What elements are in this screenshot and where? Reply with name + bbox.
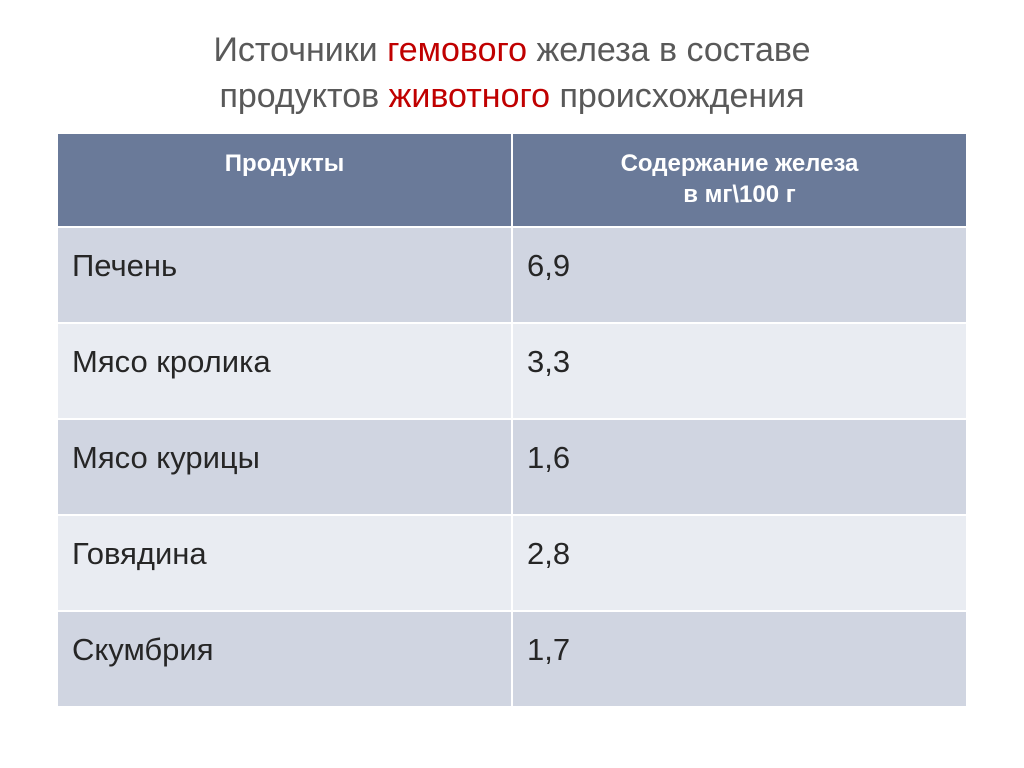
cell-iron: 1,7 [512,611,967,707]
table-row: Говядина2,8 [57,515,967,611]
table-row: Скумбрия1,7 [57,611,967,707]
table-header-row: Продукты Содержание железав мг\100 г [57,133,967,227]
cell-product: Печень [57,227,512,323]
title-fragment: животного [389,77,550,115]
title-fragment: Источники [213,31,387,69]
title-fragment: происхождения [550,77,805,115]
table-body: Печень6,9Мясо кролика3,3Мясо курицы1,6Го… [57,227,967,707]
col-header-product: Продукты [57,133,512,227]
table-row: Мясо кролика3,3 [57,323,967,419]
cell-product: Скумбрия [57,611,512,707]
table-row: Мясо курицы1,6 [57,419,967,515]
cell-product: Говядина [57,515,512,611]
page-title: Источники гемового железа в составе проду… [56,28,968,120]
iron-table: Продукты Содержание железав мг\100 г Печ… [56,132,968,708]
cell-iron: 2,8 [512,515,967,611]
col-header-iron: Содержание железав мг\100 г [512,133,967,227]
cell-iron: 1,6 [512,419,967,515]
title-fragment: гемового [387,31,527,69]
table-row: Печень6,9 [57,227,967,323]
title-fragment: продуктов [219,77,388,115]
title-fragment: железа в составе [527,31,810,69]
cell-product: Мясо кролика [57,323,512,419]
cell-iron: 3,3 [512,323,967,419]
cell-product: Мясо курицы [57,419,512,515]
cell-iron: 6,9 [512,227,967,323]
